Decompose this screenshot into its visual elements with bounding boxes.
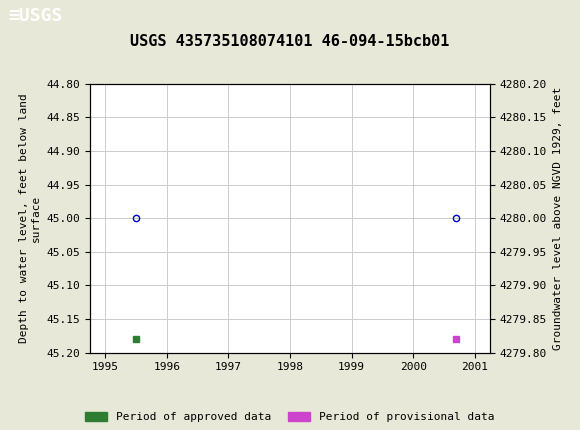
Text: USGS 435735108074101 46-094-15bcb01: USGS 435735108074101 46-094-15bcb01 [130,34,450,49]
Y-axis label: Depth to water level, feet below land
surface: Depth to water level, feet below land su… [19,93,41,343]
Y-axis label: Groundwater level above NGVD 1929, feet: Groundwater level above NGVD 1929, feet [553,86,563,350]
Legend: Period of approved data, Period of provisional data: Period of approved data, Period of provi… [85,412,495,422]
Text: ≡USGS: ≡USGS [9,7,63,25]
